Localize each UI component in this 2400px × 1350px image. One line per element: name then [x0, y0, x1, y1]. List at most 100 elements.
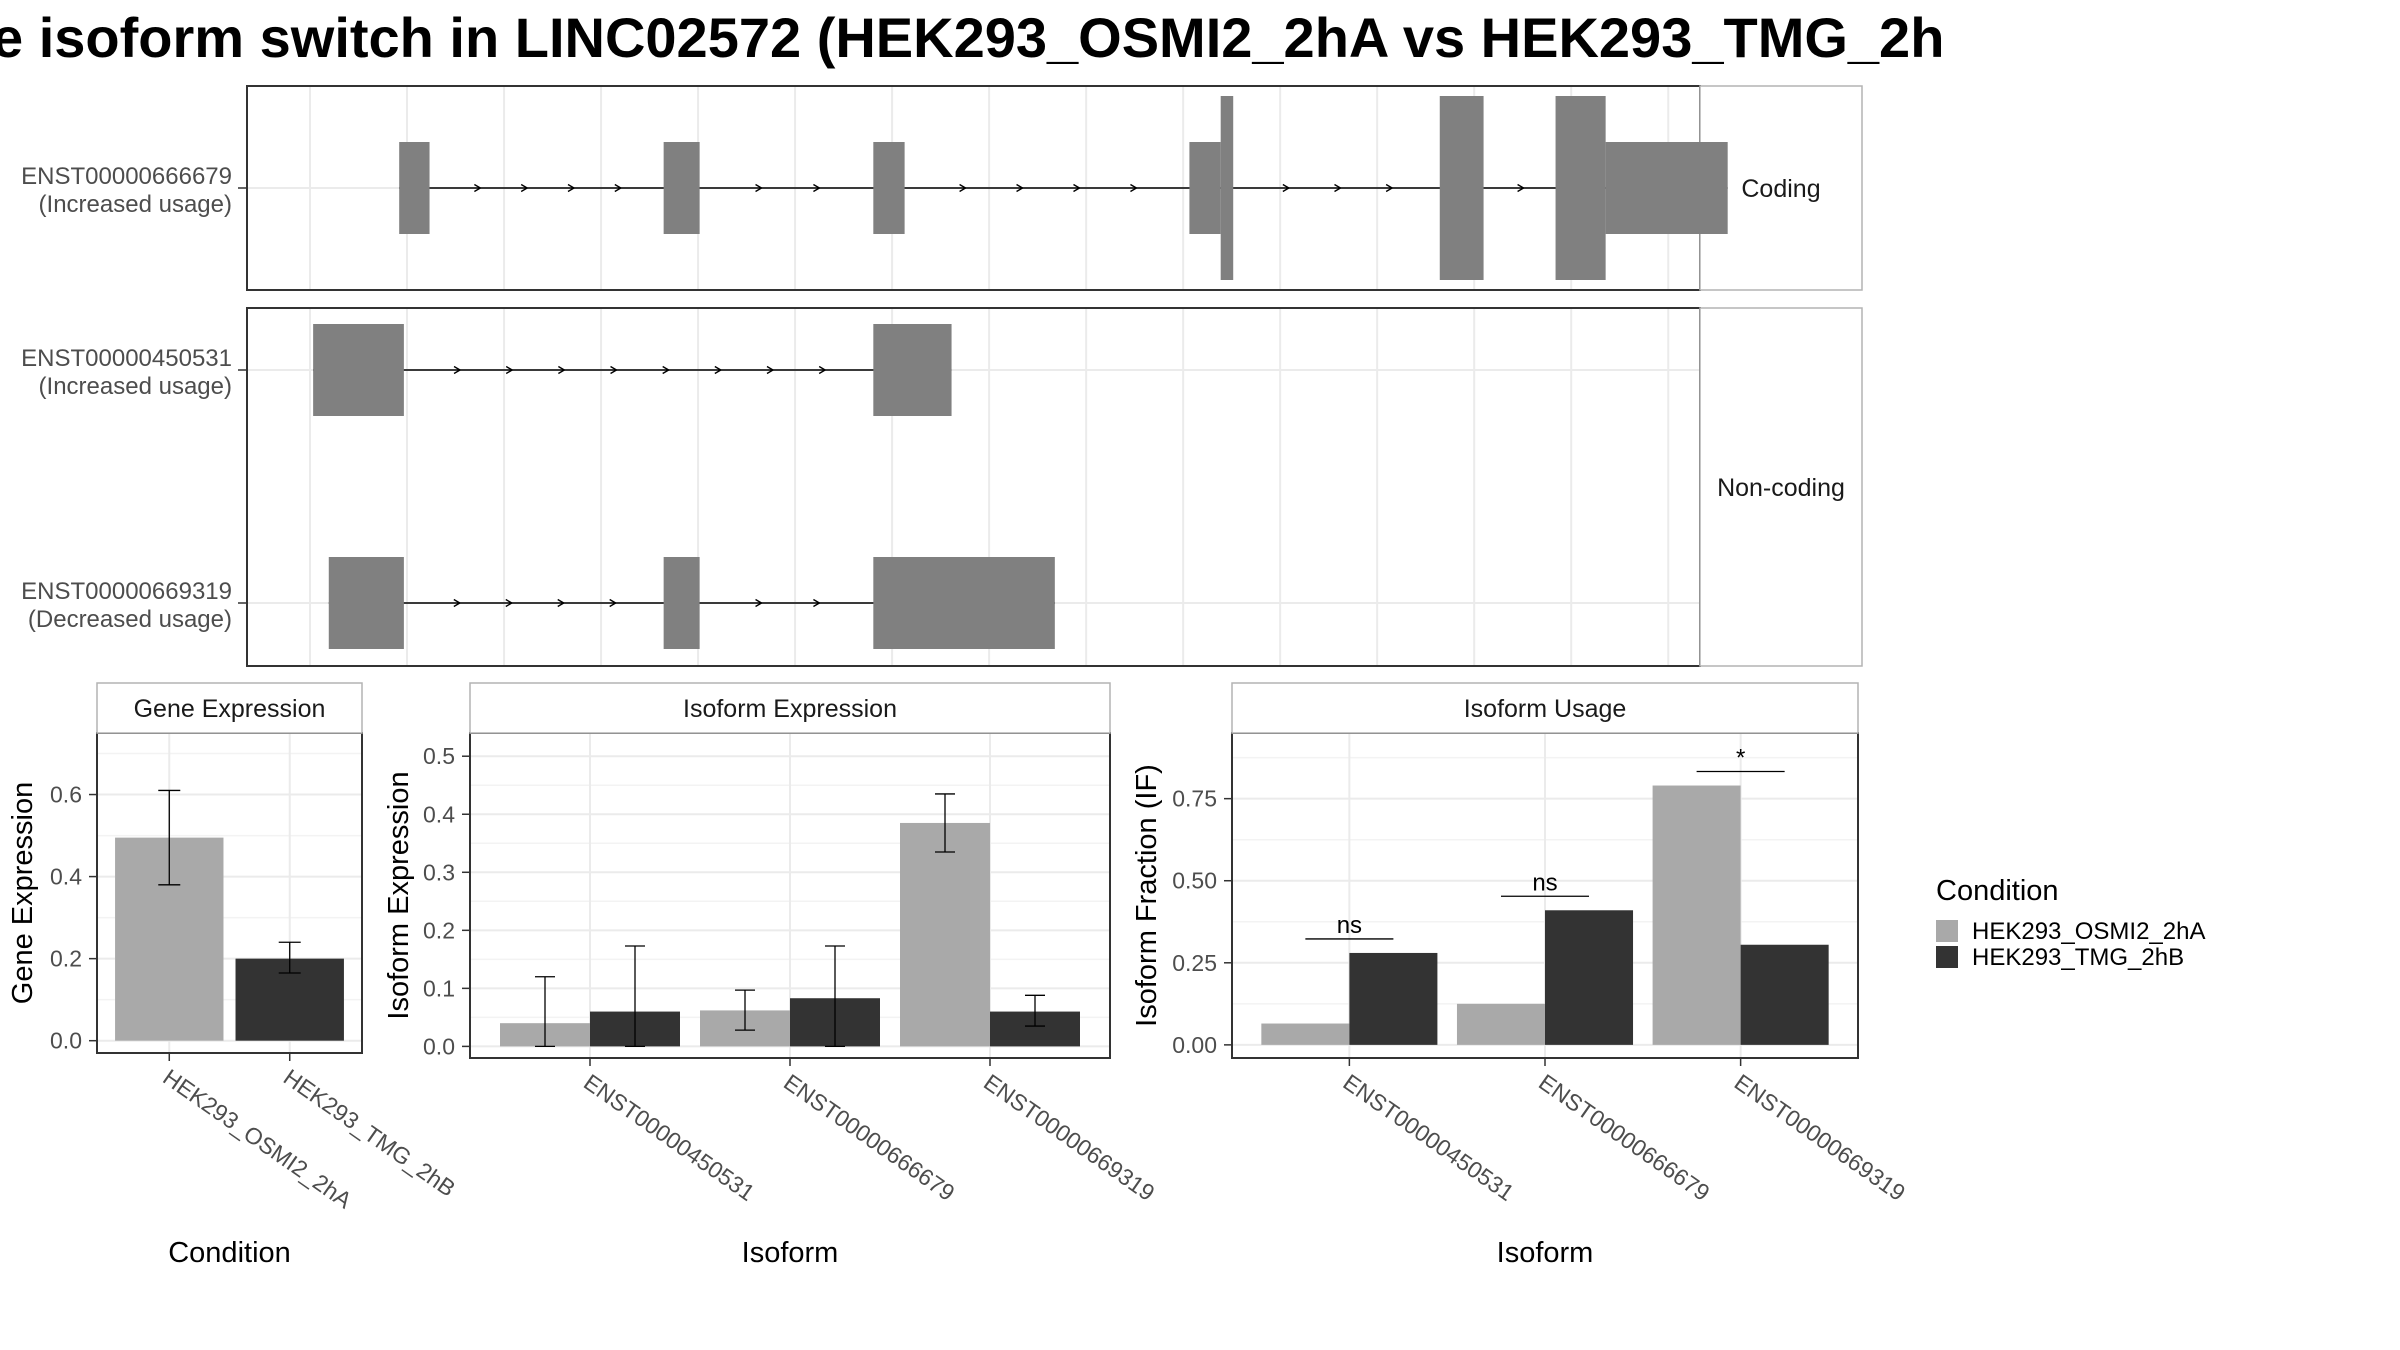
intron-direction-arrow: [474, 183, 482, 193]
y-tick-label: 0.6: [50, 782, 82, 808]
intron-direction-arrow: [453, 598, 462, 608]
bar-condition-b: [1545, 910, 1634, 1045]
y-axis-title: Isoform Expression: [383, 771, 415, 1019]
intron-direction-arrow: [558, 365, 566, 375]
y-tick-label: 0.0: [423, 1033, 455, 1059]
chart-title: Gene Expression: [134, 695, 326, 723]
x-tick-label: ENST00000666679: [779, 1069, 959, 1206]
x-tick-label: ENST00000450531: [1339, 1069, 1519, 1206]
noncoding-exon: [1189, 142, 1221, 234]
noncoding-exon: [663, 142, 700, 234]
significance-label: ns: [1532, 869, 1557, 896]
noncoding-exon: [873, 557, 1055, 649]
intron-direction-arrow: [755, 598, 763, 608]
intron-direction-arrow: [1282, 183, 1291, 193]
y-tick-label: 0.25: [1172, 950, 1217, 976]
x-axis-title: Isoform: [742, 1237, 839, 1269]
x-axis-title: Isoform: [1497, 1237, 1594, 1269]
chart-strip: [469, 682, 1111, 734]
y-tick-label: 0.2: [423, 917, 455, 943]
bar-condition-b: [1349, 952, 1438, 1045]
noncoding-exon: [399, 142, 430, 234]
y-tick-label: 0.5: [423, 743, 455, 769]
y-axis-title: Gene Expression: [7, 782, 39, 1004]
noncoding-exon: [873, 324, 952, 416]
chart-title: Isoform Usage: [1464, 695, 1627, 723]
x-tick-label: ENST00000669319: [979, 1069, 1159, 1206]
intron-direction-arrow: [766, 365, 775, 375]
x-tick-label: ENST00000450531: [579, 1069, 759, 1206]
noncoding-exon: [873, 142, 905, 234]
transcript-usage-label: (Decreased usage): [28, 606, 232, 633]
noncoding-exon: [313, 324, 404, 416]
intron-direction-arrow: [1334, 183, 1342, 193]
intron-direction-arrow: [959, 183, 967, 193]
intron-direction-arrow: [714, 365, 723, 375]
intron-direction-arrow: [813, 598, 821, 608]
intron-direction-arrow: [818, 365, 827, 375]
coding-exon: [1220, 96, 1234, 280]
structure-strip: [1699, 307, 1863, 667]
x-axis-title: Condition: [168, 1237, 291, 1269]
y-tick-label: 0.4: [423, 801, 455, 827]
intron-direction-arrow: [557, 598, 566, 608]
intron-direction-arrow: [505, 365, 514, 375]
intron-direction-arrow: [1517, 183, 1525, 193]
chart-strip: [1231, 682, 1859, 734]
noncoding-exon: [663, 557, 700, 649]
intron-direction-arrow: [813, 183, 821, 193]
transcript-usage-label: (Increased usage): [39, 373, 232, 400]
y-tick-label: 0.2: [50, 946, 82, 972]
transcript-id-label: ENST00000450531: [21, 345, 232, 372]
legend-swatch: [1936, 920, 1958, 942]
intron-direction-arrow: [505, 598, 514, 608]
intron-direction-arrow: [755, 183, 763, 193]
intron-direction-arrow: [609, 598, 618, 608]
y-tick-label: 0.00: [1172, 1032, 1217, 1058]
intron-direction-arrow: [520, 183, 529, 193]
intron-direction-arrow: [662, 365, 671, 375]
bar-condition-a: [1652, 785, 1741, 1045]
legend-label: HEK293_TMG_2hB: [1972, 944, 2184, 971]
intron-direction-arrow: [1073, 183, 1081, 193]
bar-condition-a: [1261, 1023, 1350, 1045]
y-tick-label: 0.3: [423, 859, 455, 885]
transcript-id-label: ENST00000666679: [21, 163, 232, 190]
coding-exon: [1555, 96, 1606, 280]
noncoding-exon: [1605, 142, 1728, 234]
intron-direction-arrow: [1385, 183, 1394, 193]
y-axis-title: Isoform Fraction (IF): [1131, 764, 1163, 1027]
y-tick-label: 0.75: [1172, 786, 1217, 812]
intron-direction-arrow: [1130, 183, 1138, 193]
x-tick-label: ENST00000669319: [1730, 1069, 1910, 1206]
transcript-usage-label: (Increased usage): [39, 191, 232, 218]
intron-direction-arrow: [614, 183, 623, 193]
coding-exon: [1439, 96, 1484, 280]
transcript-id-label: ENST00000669319: [21, 578, 232, 605]
structure-strip-label: Coding: [1741, 175, 1820, 203]
intron-direction-arrow: [1016, 183, 1024, 193]
significance-label: *: [1736, 745, 1745, 772]
chart-strip: [96, 682, 363, 734]
structure-strip-label: Non-coding: [1717, 474, 1845, 502]
transcript-structure-panel: CodingNon-codingENST00000666679(Increase…: [21, 85, 1863, 667]
intron-direction-arrow: [567, 183, 576, 193]
x-tick-label: ENST00000666679: [1534, 1069, 1714, 1206]
intron-direction-arrow: [453, 365, 462, 375]
significance-label: ns: [1337, 912, 1362, 939]
y-tick-label: 0.50: [1172, 868, 1217, 894]
figure-title: e isoform switch in LINC02572 (HEK293_OS…: [0, 6, 1944, 69]
y-tick-label: 0.4: [50, 864, 82, 890]
noncoding-exon: [328, 557, 404, 649]
legend-label: HEK293_OSMI2_2hA: [1972, 918, 2205, 945]
legend-title: Condition: [1936, 875, 2059, 907]
bar-condition-a: [900, 822, 990, 1047]
legend-swatch: [1936, 946, 1958, 968]
chart-title: Isoform Expression: [683, 695, 897, 723]
bar-condition-a: [1456, 1003, 1545, 1045]
intron-direction-arrow: [610, 365, 618, 375]
y-tick-label: 0.0: [50, 1028, 82, 1054]
bar-chart-panels: Gene Expression 0.0 0.2 0.4 0.6 Gene Expressi…: [7, 682, 1910, 1269]
